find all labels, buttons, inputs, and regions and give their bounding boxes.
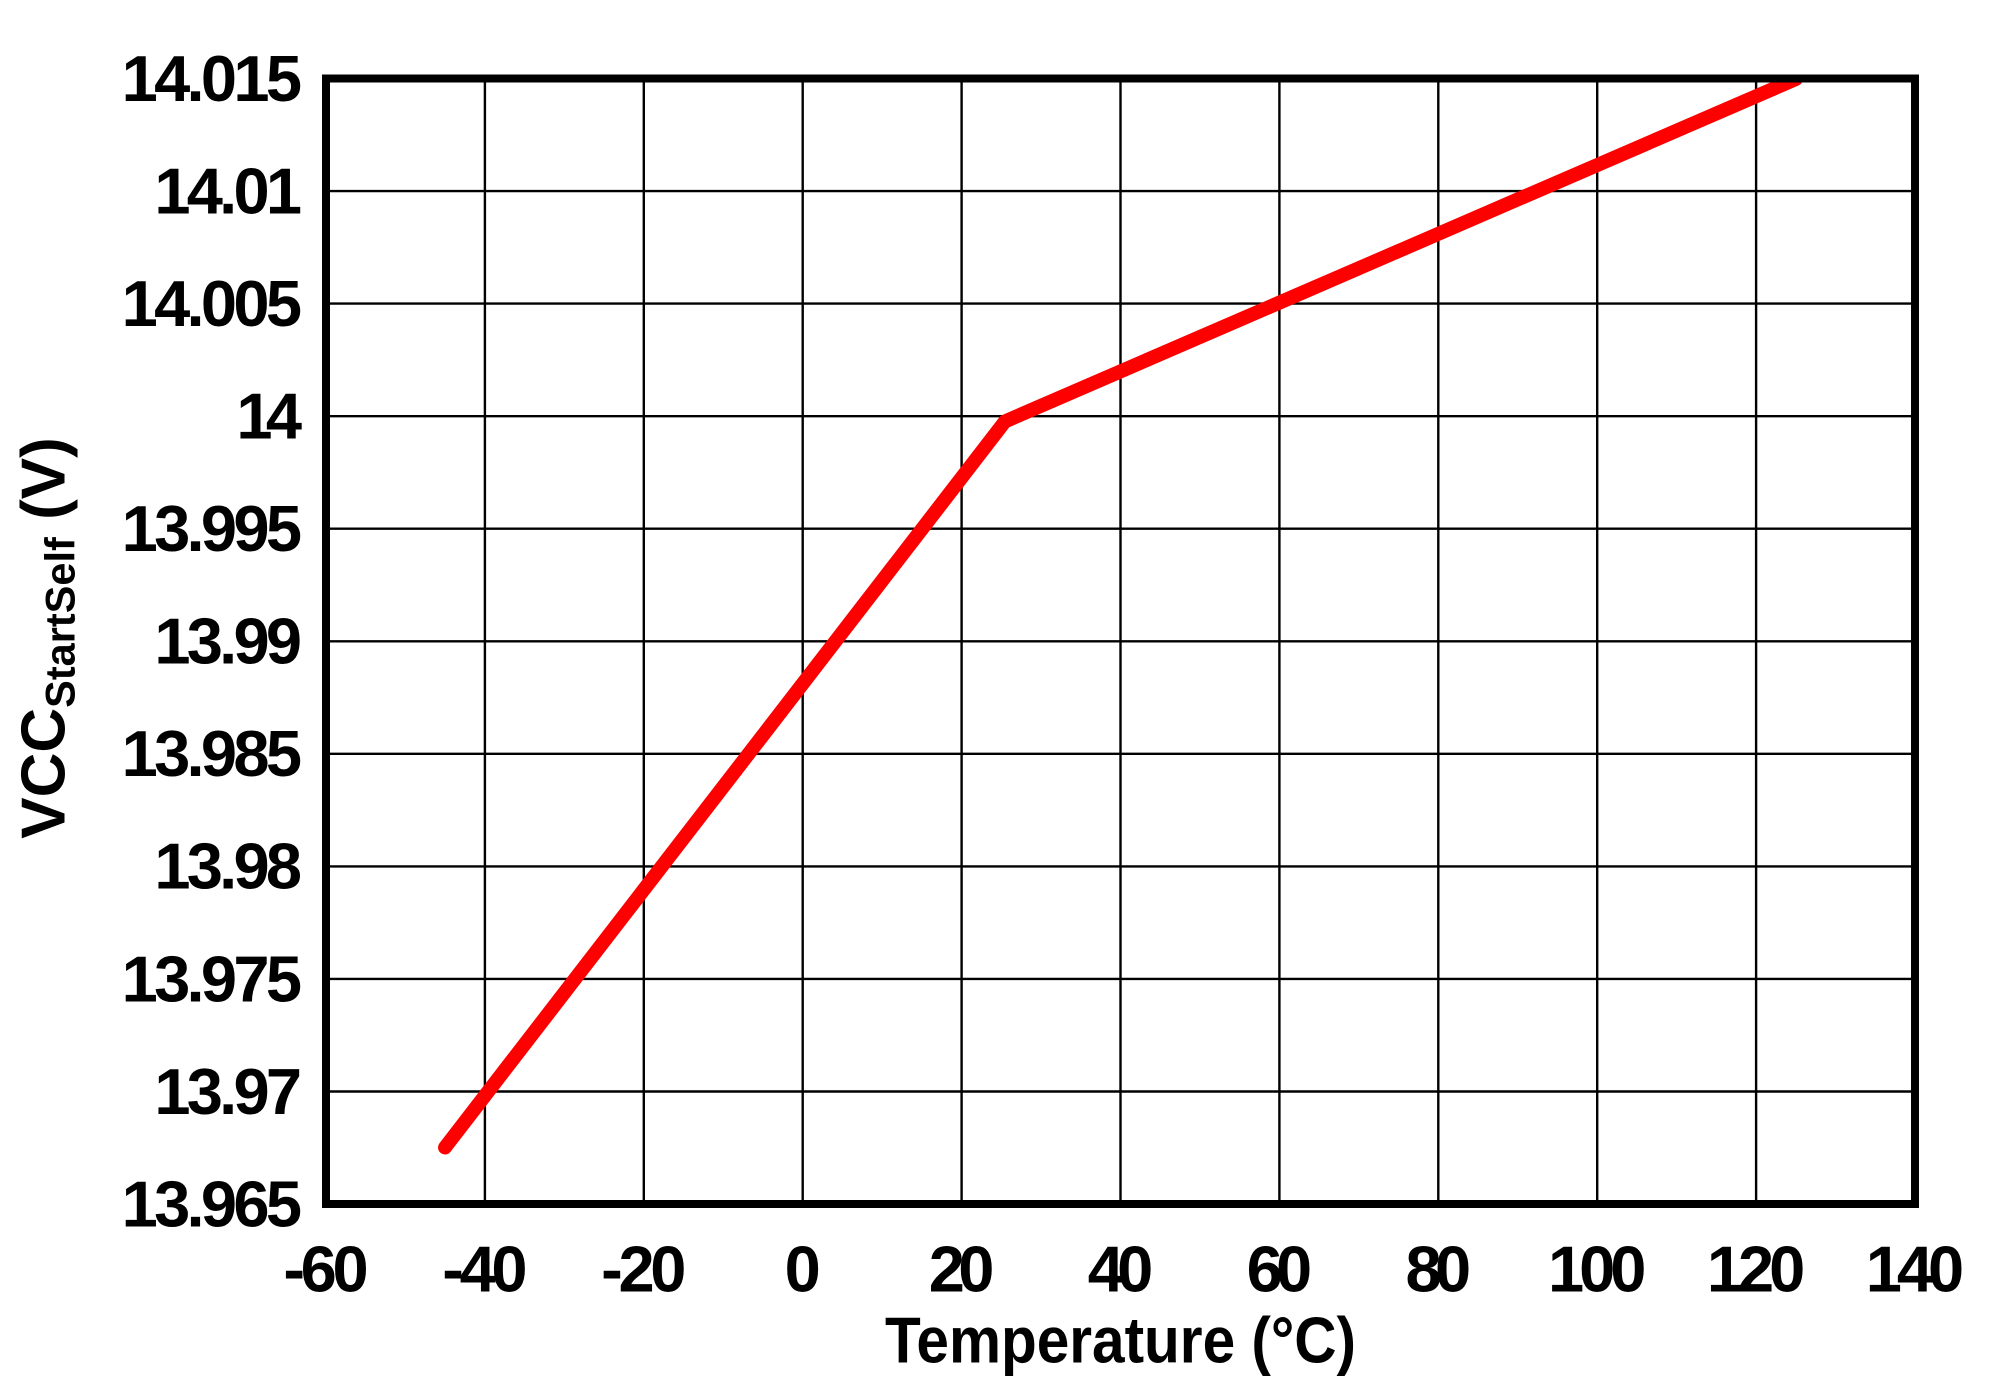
svg-text:80: 80 <box>1406 1233 1472 1306</box>
svg-text:120: 120 <box>1707 1233 1805 1306</box>
svg-text:-40: -40 <box>442 1233 527 1306</box>
svg-text:-20: -20 <box>601 1233 686 1306</box>
svg-text:20: 20 <box>929 1233 995 1306</box>
svg-text:140: 140 <box>1866 1233 1964 1306</box>
svg-text:14.005: 14.005 <box>122 267 302 340</box>
svg-text:14.01: 14.01 <box>154 154 302 227</box>
svg-text:13.975: 13.975 <box>122 942 302 1015</box>
svg-text:13.99: 13.99 <box>154 605 302 678</box>
svg-text:-60: -60 <box>283 1233 368 1306</box>
svg-text:100: 100 <box>1548 1233 1646 1306</box>
svg-text:13.98: 13.98 <box>154 830 302 903</box>
svg-text:0: 0 <box>785 1233 821 1306</box>
svg-text:14.015: 14.015 <box>122 42 302 115</box>
svg-text:13.985: 13.985 <box>122 717 302 790</box>
svg-text:Temperature (°C): Temperature (°C) <box>885 1304 1356 1377</box>
svg-text:40: 40 <box>1088 1233 1154 1306</box>
svg-text:60: 60 <box>1247 1233 1313 1306</box>
svg-text:13.995: 13.995 <box>122 492 302 565</box>
svg-text:14: 14 <box>236 380 302 453</box>
svg-text:13.97: 13.97 <box>154 1055 302 1128</box>
svg-text:13.965: 13.965 <box>122 1167 302 1240</box>
